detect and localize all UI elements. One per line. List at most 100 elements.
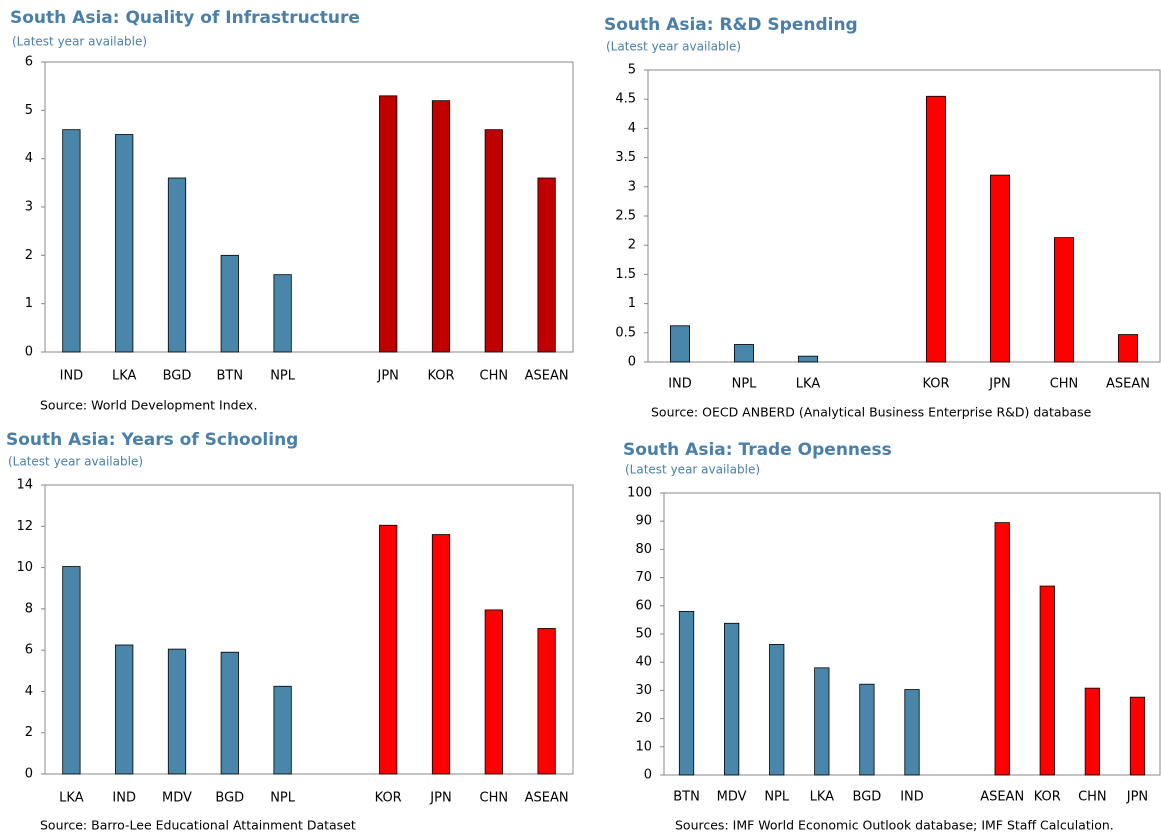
x-tick-label: NPL [732,377,758,392]
bar [798,355,819,363]
bar [273,685,292,775]
y-tick-label: 2 [25,248,33,263]
source-note: Source: World Development Index. [40,398,257,413]
y-tick-label: 1.5 [615,267,636,282]
chart-subtitle: (Latest year available) [8,455,143,469]
x-tick-label: BGD [853,790,882,805]
x-tick-label: KOR [427,369,454,384]
bar [537,628,556,775]
x-tick-label: JPN [376,369,398,384]
bar [994,522,1010,776]
x-tick-label: LKA [59,791,84,806]
chart-title: South Asia: R&D Spending [604,15,858,35]
y-tick-label: 12 [16,519,33,534]
bar [484,609,503,775]
y-tick-label: 6 [25,643,33,658]
y-tick-label: 2.5 [615,209,636,224]
y-tick-label: 2 [25,725,33,740]
y-tick-label: 100 [627,486,652,501]
chart-subtitle: (Latest year available) [625,463,760,477]
plot-frame [647,69,1161,363]
y-tick-label: 6 [25,55,33,70]
bar [220,651,239,775]
bar [814,667,830,776]
bar [273,274,292,353]
x-tick-label: KOR [1034,790,1061,805]
y-tick-label: 1 [25,296,33,311]
y-tick-label: 3 [25,200,33,215]
x-tick-label: BTN [217,369,244,384]
x-tick-label: IND [668,377,692,392]
y-tick-label: 20 [635,711,652,726]
bar [167,648,187,775]
chart-subtitle: (Latest year available) [12,35,147,49]
x-tick-label: IND [60,369,84,384]
bar [167,177,187,353]
x-tick-label: LKA [796,377,821,392]
bar [1129,696,1146,776]
bar [431,100,451,353]
bar [1054,237,1075,363]
y-tick-label: 90 [635,514,652,529]
y-tick-label: 0 [25,345,33,360]
plot-frame [44,484,574,775]
y-tick-label: 3 [628,179,636,194]
bar [990,174,1011,363]
x-tick-label: ASEAN [525,791,569,806]
bar [1084,687,1100,776]
x-tick-label: BTN [673,790,700,805]
y-tick-label: 4.5 [615,92,636,107]
x-tick-label: NPL [270,369,296,384]
y-tick-label: 30 [635,683,652,698]
chart-title: South Asia: Trade Openness [623,440,892,460]
source-note: Sources: IMF World Economic Outlook data… [675,818,1114,832]
y-tick-label: 50 [635,627,652,642]
bar [62,566,81,775]
y-tick-label: 4 [25,684,33,699]
y-tick-label: 3.5 [615,150,636,165]
x-tick-label: IND [112,791,136,806]
y-tick-label: 4 [628,121,636,136]
y-tick-label: 60 [635,598,652,613]
bar [1039,585,1055,776]
bar [484,129,503,353]
x-tick-label: LKA [810,790,835,805]
x-tick-label: JPN [1126,790,1148,805]
x-tick-label: KOR [922,377,949,392]
bar [859,683,875,776]
x-tick-label: ASEAN [525,369,569,384]
source-note: Source: OECD ANBERD (Analytical Business… [651,405,1092,420]
x-tick-label: CHN [480,791,509,806]
bar [115,644,134,775]
y-tick-label: 70 [635,570,652,585]
bar [769,644,785,776]
bar [904,689,920,776]
bar [724,622,740,776]
y-tick-label: 14 [16,478,33,493]
y-tick-label: 0 [25,767,33,782]
y-tick-label: 2 [628,238,636,253]
source-note: Source: Barro-Lee Educational Attainment… [40,818,356,832]
y-tick-label: 5 [25,103,33,118]
y-tick-label: 10 [16,560,33,575]
x-tick-label: BGD [163,369,192,384]
x-tick-label: ASEAN [1106,377,1150,392]
chart-title: South Asia: Quality of Infrastructure [10,8,360,28]
x-tick-label: CHN [480,369,509,384]
x-tick-label: ASEAN [980,790,1024,805]
y-tick-label: 5 [628,63,636,78]
y-tick-label: 0.5 [615,325,636,340]
bar [115,134,134,353]
bar [62,129,81,353]
bar [926,95,947,363]
bar [431,534,451,775]
x-tick-label: BGD [215,791,244,806]
chart-title: South Asia: Years of Schooling [6,430,298,450]
x-tick-label: KOR [375,791,402,806]
x-tick-label: CHN [1050,377,1079,392]
x-tick-label: NPL [764,790,790,805]
y-tick-label: 4 [25,151,33,166]
y-tick-label: 80 [635,542,652,557]
bar [220,254,239,353]
